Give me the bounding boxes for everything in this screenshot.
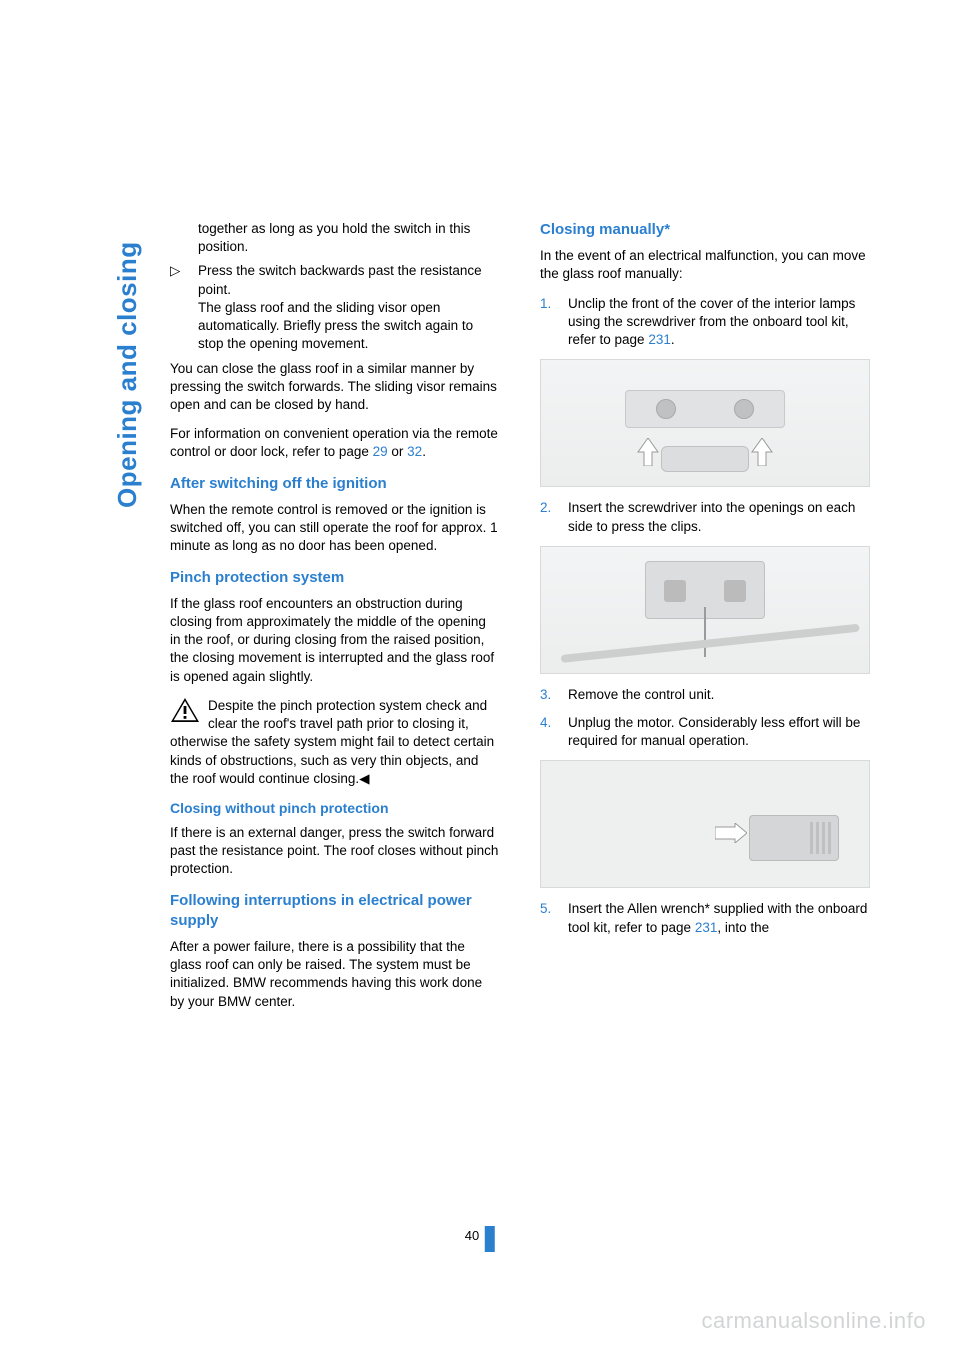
bullet-marker: ▷ (170, 262, 198, 353)
paragraph: After a power failure, there is a possib… (170, 938, 500, 1011)
page-number-block: 40 (465, 1228, 495, 1252)
paragraph: In the event of an electrical malfunctio… (540, 247, 870, 283)
two-column-layout: together as long as you hold the switch … (170, 220, 870, 1022)
page-ref-link[interactable]: 231 (695, 920, 718, 935)
page-ref-link[interactable]: 32 (407, 444, 422, 459)
page-number: 40 (465, 1228, 479, 1243)
paragraph: When the remote control is removed or th… (170, 501, 500, 556)
text-run: , into the (717, 920, 769, 935)
bullet-item: together as long as you hold the switch … (170, 220, 500, 256)
figure-interior-lamp-cover (540, 359, 870, 487)
heading-closing-without: Closing without pinch protection (170, 799, 500, 818)
bullet-line: Press the switch backwards past the resi… (198, 262, 500, 298)
step-number: 2. (540, 499, 568, 535)
step-item: 2. Insert the screwdriver into the openi… (540, 499, 870, 535)
bullet-text: Press the switch backwards past the resi… (198, 262, 500, 353)
heading-following-interruptions: Following interruptions in electrical po… (170, 891, 500, 932)
step-number: 5. (540, 900, 568, 936)
step-text: Unclip the front of the cover of the int… (568, 295, 870, 350)
bullet-spacer (170, 220, 198, 256)
bullet-item: ▷ Press the switch backwards past the re… (170, 262, 500, 353)
step-text: Unplug the motor. Considerably less effo… (568, 714, 870, 750)
text-run: For information on convenient operation … (170, 426, 498, 459)
step-item: 1. Unclip the front of the cover of the … (540, 295, 870, 350)
heading-after-ignition: After switching off the ignition (170, 474, 500, 494)
right-column: Closing manually* In the event of an ele… (540, 220, 870, 1022)
page-number-bar (485, 1226, 495, 1252)
step-text: Insert the Allen wrench* supplied with t… (568, 900, 870, 936)
text-run: or (388, 444, 408, 459)
watermark: carmanualsonline.info (701, 1308, 926, 1334)
page-ref-link[interactable]: 29 (373, 444, 388, 459)
step-item: 3. Remove the control unit. (540, 686, 870, 704)
paragraph: For information on convenient operation … (170, 425, 500, 461)
paragraph: If there is an external danger, press th… (170, 824, 500, 879)
step-text: Insert the screwdriver into the openings… (568, 499, 870, 535)
bullet-text: together as long as you hold the switch … (198, 220, 500, 256)
warning-icon (170, 697, 200, 728)
text-run: . (671, 332, 675, 347)
figure-press-clips (540, 546, 870, 674)
heading-pinch-protection: Pinch protection system (170, 568, 500, 588)
paragraph: You can close the glass roof in a simila… (170, 360, 500, 415)
warning-note: Despite the pinch protection system chec… (170, 697, 500, 788)
step-number: 3. (540, 686, 568, 704)
section-tab: Opening and closing (112, 241, 143, 508)
step-item: 4. Unplug the motor. Considerably less e… (540, 714, 870, 750)
step-item: 5. Insert the Allen wrench* supplied wit… (540, 900, 870, 936)
warning-text: Despite the pinch protection system chec… (170, 698, 494, 786)
manual-page: Opening and closing together as long as … (0, 0, 960, 1358)
text-run: . (422, 444, 426, 459)
step-number: 1. (540, 295, 568, 350)
text-run: Unclip the front of the cover of the int… (568, 296, 855, 347)
page-ref-link[interactable]: 231 (648, 332, 671, 347)
left-column: together as long as you hold the switch … (170, 220, 500, 1022)
figure-unplug-motor (540, 760, 870, 888)
step-number: 4. (540, 714, 568, 750)
paragraph: If the glass roof encounters an obstruct… (170, 595, 500, 686)
step-text: Remove the control unit. (568, 686, 870, 704)
heading-closing-manually: Closing manually* (540, 220, 870, 240)
bullet-line: The glass roof and the sliding visor ope… (198, 299, 500, 354)
